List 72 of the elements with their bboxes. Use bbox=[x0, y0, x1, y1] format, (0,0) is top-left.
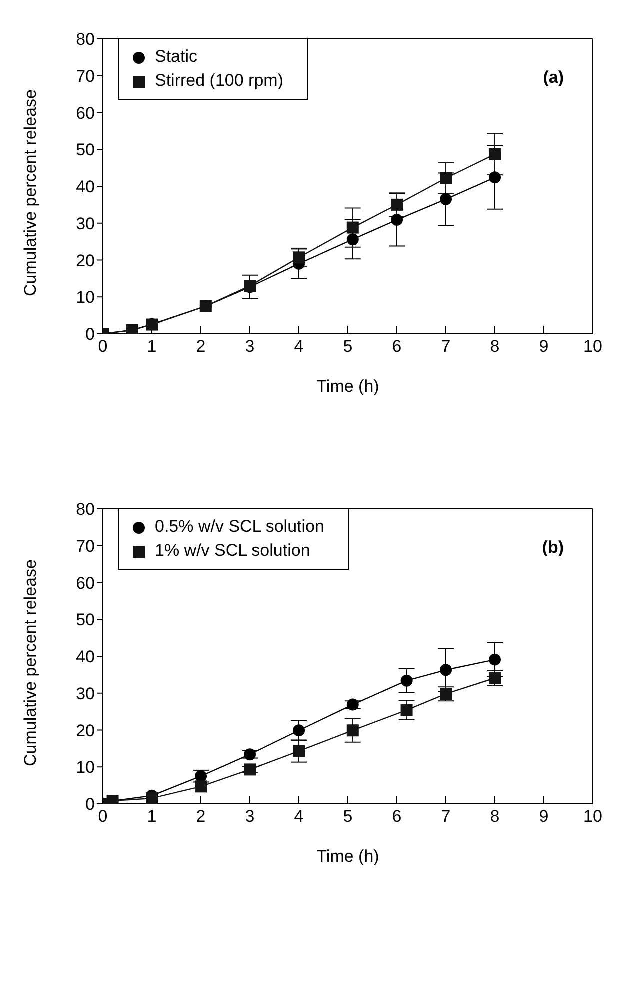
y-tick-label: 20 bbox=[76, 251, 95, 270]
x-tick-label: 9 bbox=[539, 337, 549, 356]
y-tick-label: 20 bbox=[76, 721, 95, 740]
y-tick-label: 80 bbox=[76, 30, 95, 50]
y-tick-label: 80 bbox=[76, 500, 95, 520]
y-tick-label: 70 bbox=[76, 66, 95, 86]
y-tick-label: 70 bbox=[76, 536, 95, 556]
x-tick-label: 7 bbox=[441, 337, 451, 356]
y-tick-label: 60 bbox=[76, 104, 95, 123]
point bbox=[440, 172, 452, 184]
y-tick-label: 40 bbox=[76, 648, 95, 667]
y-tick-label: 50 bbox=[76, 140, 95, 160]
x-tick-label: 5 bbox=[343, 807, 353, 826]
point bbox=[391, 214, 403, 226]
y-tick-label: 30 bbox=[76, 684, 95, 704]
point bbox=[293, 252, 305, 264]
legend-label: Stirred (100 rpm) bbox=[155, 71, 284, 90]
x-tick-label: 2 bbox=[196, 337, 206, 356]
x-tick-label: 3 bbox=[245, 337, 255, 356]
point bbox=[346, 234, 359, 246]
y-tick-label: 10 bbox=[76, 758, 95, 778]
y-axis-title: Cumulative percent release bbox=[21, 90, 40, 296]
point bbox=[440, 193, 452, 206]
point bbox=[293, 724, 305, 737]
x-axis-title: Time (h) bbox=[316, 377, 380, 396]
x-tick-label: 0 bbox=[98, 807, 108, 826]
x-tick-label: 10 bbox=[584, 337, 602, 356]
x-tick-label: 1 bbox=[147, 807, 157, 826]
point bbox=[400, 674, 413, 687]
point bbox=[293, 745, 305, 758]
x-tick-label: 1 bbox=[147, 337, 157, 356]
y-tick-label: 0 bbox=[86, 325, 95, 344]
point bbox=[195, 770, 207, 782]
y-tick-label: 30 bbox=[76, 214, 95, 234]
x-tick-label: 6 bbox=[392, 807, 402, 826]
legend-label: 0.5% w/v SCL solution bbox=[155, 517, 324, 536]
annotation: (a) bbox=[543, 68, 564, 88]
y-tick-label: 10 bbox=[76, 288, 95, 308]
y-axis-title: Cumulative percent release bbox=[21, 560, 40, 766]
y-tick-label: 50 bbox=[76, 610, 95, 630]
point bbox=[146, 792, 158, 804]
y-tick-label: 60 bbox=[76, 574, 95, 593]
point bbox=[489, 654, 501, 666]
y-tick-label: 0 bbox=[86, 795, 95, 814]
x-tick-label: 2 bbox=[196, 807, 206, 826]
x-tick-label: 5 bbox=[343, 337, 353, 356]
x-tick-label: 8 bbox=[490, 337, 500, 356]
point bbox=[346, 698, 359, 711]
x-tick-label: 9 bbox=[539, 807, 549, 826]
point bbox=[346, 724, 359, 737]
point bbox=[440, 664, 452, 676]
legend-label: Static bbox=[155, 47, 198, 66]
x-tick-label: 10 bbox=[584, 807, 602, 826]
point bbox=[489, 148, 501, 160]
legend-label: 1% w/v SCL solution bbox=[155, 541, 310, 560]
annotation: (b) bbox=[542, 538, 564, 558]
point bbox=[400, 704, 413, 716]
x-tick-label: 4 bbox=[294, 337, 304, 356]
x-tick-label: 8 bbox=[490, 807, 500, 826]
y-tick-label: 40 bbox=[76, 178, 95, 197]
x-tick-label: 0 bbox=[98, 337, 108, 356]
point bbox=[195, 780, 207, 793]
x-tick-label: 3 bbox=[245, 807, 255, 826]
x-tick-label: 6 bbox=[392, 337, 402, 356]
point bbox=[244, 748, 256, 761]
point bbox=[346, 222, 359, 234]
point bbox=[244, 764, 256, 776]
x-tick-label: 4 bbox=[294, 807, 304, 826]
point bbox=[391, 198, 403, 211]
point bbox=[489, 172, 501, 184]
x-tick-label: 7 bbox=[441, 807, 451, 826]
x-axis-title: Time (h) bbox=[316, 847, 380, 866]
